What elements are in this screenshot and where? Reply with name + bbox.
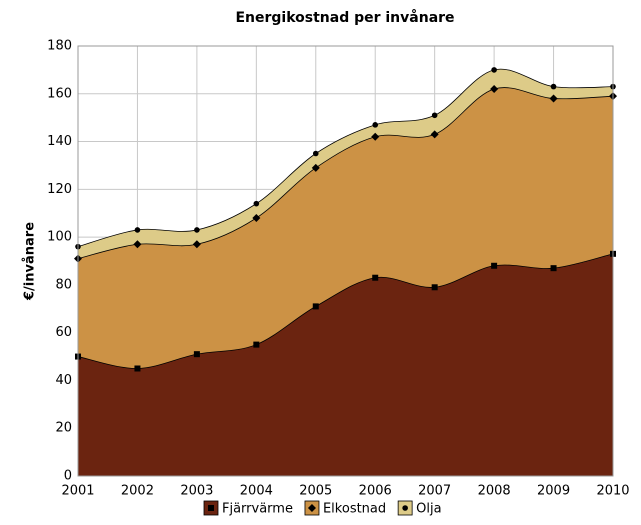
x-tick-label: 2002 <box>121 484 154 499</box>
y-tick-label: 60 <box>55 325 72 340</box>
x-tick-label: 2010 <box>596 484 629 499</box>
marker <box>430 130 439 139</box>
marker <box>312 303 319 310</box>
y-tick-label: 80 <box>55 277 72 292</box>
marker <box>550 83 557 90</box>
marker <box>253 200 260 207</box>
y-tick-label: 120 <box>47 182 72 197</box>
y-axis-label: €/invånare <box>23 222 38 301</box>
marker <box>192 240 201 249</box>
marker <box>253 341 260 348</box>
x-tick-label: 2007 <box>418 484 451 499</box>
marker <box>549 94 558 103</box>
marker <box>431 112 438 119</box>
legend-marker <box>208 505 214 511</box>
marker <box>312 150 319 157</box>
marker <box>133 240 142 249</box>
area-fill <box>78 253 613 476</box>
area-line <box>77 87 614 259</box>
marker <box>134 227 141 233</box>
x-tick-label: 2005 <box>299 484 332 499</box>
x-tick-label: 2006 <box>359 484 392 499</box>
chart-title: Energikostnad per invånare <box>235 9 454 26</box>
marker <box>311 163 320 172</box>
marker <box>371 132 380 141</box>
marker <box>550 265 557 272</box>
y-tick-label: 20 <box>55 421 72 436</box>
area-fill <box>78 69 613 259</box>
legend-label: Elkostnad <box>323 502 386 517</box>
y-tick-label: 0 <box>64 469 72 484</box>
marker <box>194 227 200 233</box>
y-tick-label: 180 <box>47 39 72 54</box>
marker <box>491 262 498 269</box>
legend-label: Olja <box>416 502 441 517</box>
plot-border <box>77 45 614 477</box>
marker <box>491 67 497 73</box>
marker <box>134 365 141 372</box>
x-tick-label: 2009 <box>537 484 570 499</box>
y-tick-label: 140 <box>47 134 72 149</box>
marker <box>193 351 200 358</box>
legend: Fjärrvärme Elkostnad Olja <box>203 500 442 517</box>
x-tick-label: 2004 <box>240 484 273 499</box>
x-tick-label: 2003 <box>180 484 213 499</box>
y-tick-label: 100 <box>47 230 72 245</box>
legend-label: Fjärrvärme <box>222 502 293 517</box>
marker <box>431 284 438 291</box>
x-tick-label: 2001 <box>61 484 94 499</box>
overlay <box>74 67 617 372</box>
x-tick-label: 2008 <box>478 484 511 499</box>
y-tick-label: 160 <box>47 86 72 101</box>
area-line <box>77 253 614 369</box>
area-line <box>77 68 614 248</box>
y-tick-label: 40 <box>55 373 72 388</box>
legend-marker <box>402 505 408 511</box>
legend-marker <box>307 504 316 512</box>
area-fill <box>78 87 613 369</box>
marker <box>372 122 379 128</box>
marker <box>490 85 499 93</box>
marker <box>372 274 379 281</box>
areas <box>78 69 613 476</box>
marker <box>252 214 261 222</box>
